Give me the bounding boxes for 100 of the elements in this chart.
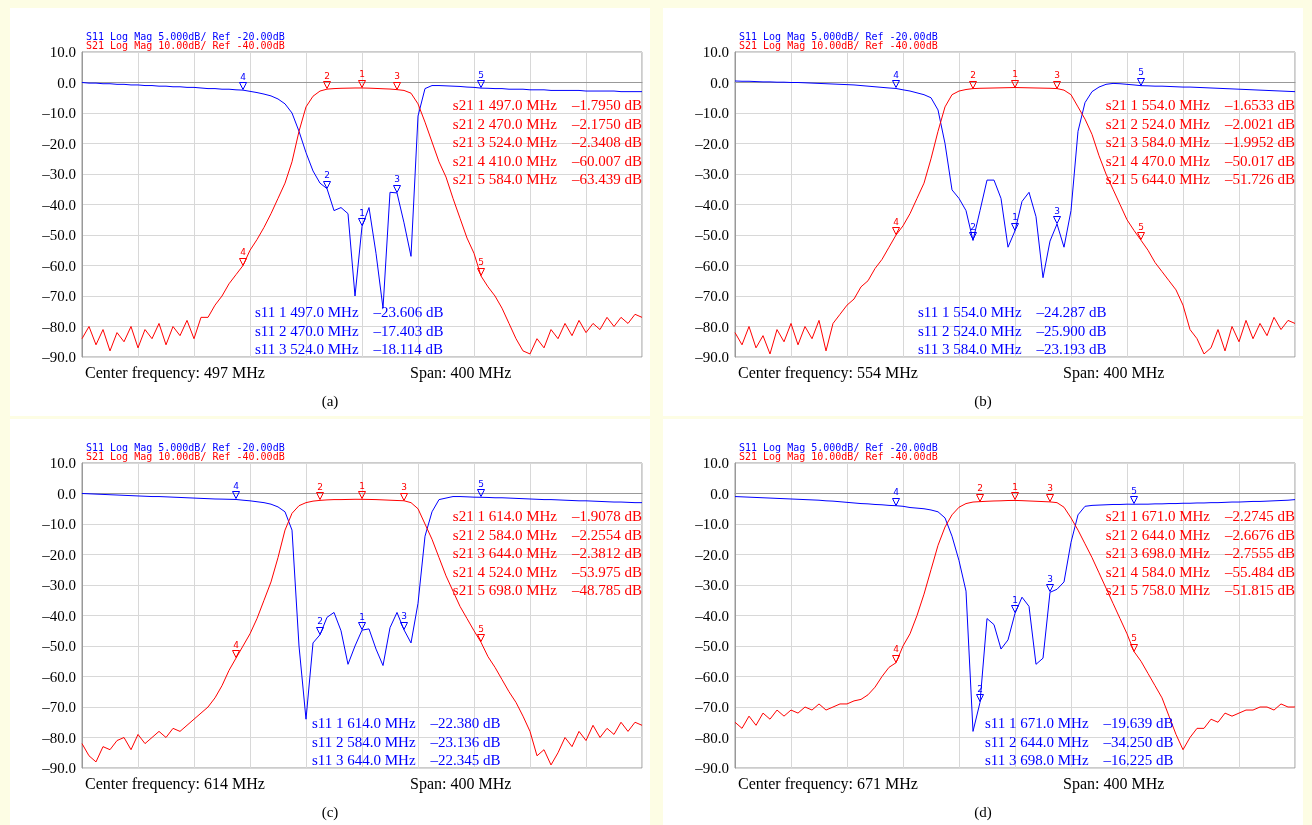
y-tick-label: –90.0 [694,349,729,365]
annotation: s21 4 470.0 MHz –50.017 dB [1105,151,1295,170]
y-tick-label: –80.0 [41,318,76,335]
annotation: 5 [1131,633,1137,644]
text: S21 Log Mag 10.00dB/ Ref -40.00dB [739,40,938,51]
annotation: s21 3 584.0 MHz –1.9952 dB [1105,133,1295,151]
y-tick-label: –20.0 [41,546,76,563]
annotation: s21 4 524.0 MHz –53.975 dB [452,562,642,581]
annotation: 3 [401,482,407,493]
y-tick-label: 10.0 [49,44,76,60]
text: Center frequency: 614 MHz [85,775,265,793]
y-tick-label: –20.0 [41,135,76,152]
annotation: s21 2 584.0 MHz –2.2554 dB [452,525,642,544]
annotation: 2 [970,221,976,232]
y-tick-label: –70.0 [694,288,729,304]
annotation: 4 [240,71,247,82]
y-tick-label: –40.0 [694,607,729,624]
text: S21 Log Mag 10.00dB/ Ref -40.00dB [86,451,285,462]
text: Span: 400 MHz [1063,364,1165,382]
annotation: s11 3 698.0 MHz –16.225 dB [985,751,1174,769]
annotation: 5 [478,257,484,268]
y-tick-label: –20.0 [694,135,729,152]
annotation: s21 2 644.0 MHz –2.6676 dB [1105,525,1295,544]
y-tick-label: 10.0 [49,455,76,471]
annotation: s21 2 470.0 MHz –2.1750 dB [452,114,642,133]
annotation: 2 [317,481,323,492]
y-tick-label: –70.0 [41,288,76,304]
y-tick-label: –70.0 [694,699,729,715]
y-tick-label: –50.0 [41,638,76,654]
annotation: 4 [893,216,900,227]
annotation: s21 1 614.0 MHz –1.9078 dB [452,507,642,525]
annotation: s21 5 584.0 MHz –63.439 dB [452,170,642,188]
annotation: 4 [233,480,240,491]
y-tick-label: –30.0 [41,577,76,593]
y-tick-label: –40.0 [694,196,729,213]
y-tick-label: –30.0 [694,166,729,182]
annotation: s11 1 554.0 MHz –24.287 dB [918,303,1107,321]
annotation: s21 4 584.0 MHz –55.484 dB [1105,562,1295,581]
y-tick-label: –20.0 [694,546,729,563]
annotation: 1 [359,611,365,622]
text: Center frequency: 554 MHz [738,364,918,382]
y-tick-label: –50.0 [41,227,76,243]
annotation: 4 [893,644,900,655]
y-tick-label: –60.0 [41,257,76,274]
annotation: 5 [1131,485,1137,496]
text: Span: 400 MHz [410,364,512,382]
annotation: 3 [1054,205,1060,216]
y-tick-label: 0.0 [57,485,76,502]
y-tick-label: –40.0 [41,196,76,213]
y-tick-label: –70.0 [41,699,76,715]
annotation: s21 4 410.0 MHz –60.007 dB [452,151,642,170]
annotation: 4 [893,487,900,498]
y-tick-label: –90.0 [41,349,76,365]
y-tick-label: –90.0 [41,760,76,776]
annotation: 2 [977,483,983,494]
y-tick-label: –50.0 [694,227,729,243]
y-tick-label: 10.0 [702,44,729,60]
y-tick-label: –80.0 [694,318,729,335]
annotation: s11 3 644.0 MHz –22.345 dB [312,751,501,769]
text: (b) [973,392,993,410]
annotation: 4 [893,69,900,80]
y-tick-label: –60.0 [694,668,729,685]
line-series [734,80,1296,279]
y-tick-label: –40.0 [41,607,76,624]
annotation: s21 1 671.0 MHz –2.2745 dB [1105,507,1295,525]
text: S21 Log Mag 10.00dB/ Ref -40.00dB [739,451,938,462]
y-tick-label: 10.0 [702,455,729,471]
annotation: 2 [970,70,976,81]
y-tick-label: –60.0 [41,668,76,685]
annotation: 1 [1012,69,1018,80]
y-tick-label: –60.0 [694,257,729,274]
annotation: 5 [478,478,484,489]
text: (c) [320,803,340,821]
text: Span: 400 MHz [410,775,512,793]
annotation: 2 [977,683,983,694]
y-tick-label: –10.0 [41,516,76,532]
annotation: s21 3 644.0 MHz –2.3812 dB [452,544,642,562]
annotation: s21 3 698.0 MHz –2.7555 dB [1105,544,1295,562]
annotation: 5 [1138,221,1144,232]
annotation: 3 [394,174,400,185]
annotation: s11 2 470.0 MHz –17.403 dB [255,321,444,340]
annotation: 1 [359,207,365,218]
y-tick-label: –80.0 [41,729,76,746]
y-tick-label: –30.0 [41,166,76,182]
text: S11 Log Mag 5.000dB/ Ref -20.00dB [86,442,285,453]
text: (d) [973,803,993,821]
annotation: 1 [359,69,365,80]
text: Center frequency: 497 MHz [85,364,265,382]
text: S11 Log Mag 5.000dB/ Ref -20.00dB [739,31,938,42]
text: Span: 400 MHz [1063,775,1165,793]
annotation: s21 5 644.0 MHz –51.726 dB [1105,170,1295,188]
annotation: s21 2 524.0 MHz –2.0021 dB [1105,114,1295,133]
annotation: s11 3 584.0 MHz –23.193 dB [918,340,1107,358]
annotation: s21 5 698.0 MHz –48.785 dB [452,581,642,599]
annotation: s11 1 497.0 MHz –23.606 dB [255,303,444,321]
annotation: s11 1 614.0 MHz –22.380 dB [312,714,501,732]
text: S11 Log Mag 5.000dB/ Ref -20.00dB [739,442,938,453]
y-tick-label: –90.0 [694,760,729,776]
y-tick-label: 0.0 [710,485,729,502]
y-tick-label: 0.0 [710,74,729,91]
